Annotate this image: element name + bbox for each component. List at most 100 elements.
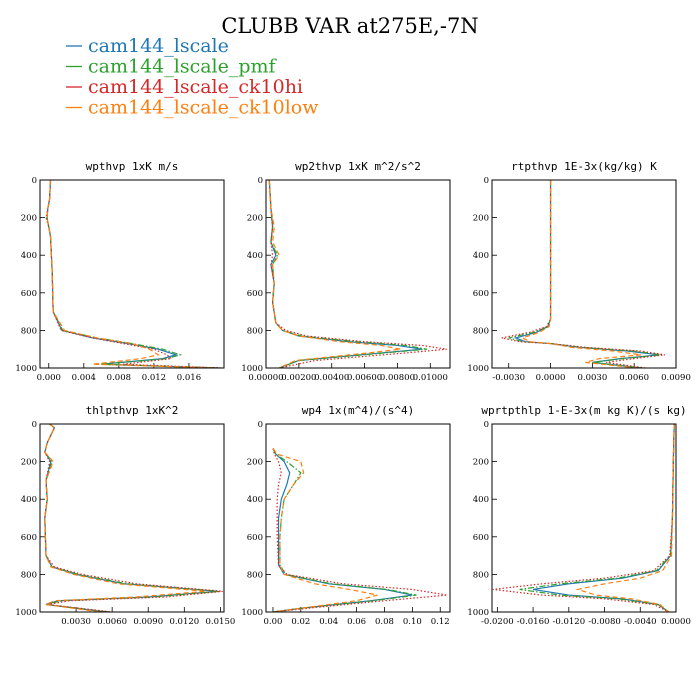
y-tick-label: 600	[473, 289, 489, 299]
y-tick-label: 400	[473, 251, 489, 261]
plot-frame	[265, 179, 451, 369]
series-line	[45, 180, 223, 368]
y-tick-label: 600	[21, 533, 37, 543]
chart-panel: rtpthvp 1E-3x(kg/kg) K 0 200 400 600 800 1000-…	[467, 160, 691, 383]
x-tick-label: -0.0080	[588, 617, 621, 627]
y-tick-label: 200	[21, 458, 37, 468]
series-line	[46, 180, 220, 368]
series-line	[46, 180, 220, 368]
series-line	[501, 180, 665, 368]
y-tick-label: 600	[247, 289, 263, 299]
y-tick-label: 0	[484, 176, 489, 186]
y-tick-label: 200	[473, 214, 489, 224]
x-tick-label: 0.00400	[314, 373, 349, 383]
x-tick-label: 0.02	[291, 617, 310, 627]
x-tick-label: 0.08	[375, 617, 394, 627]
y-tick-label: 800	[247, 570, 263, 580]
series-line	[519, 424, 675, 612]
x-tick-label: 0.012	[142, 373, 166, 383]
x-tick-label: -0.0030	[492, 373, 525, 383]
x-tick-label: 0.0150	[206, 617, 236, 627]
y-tick-label: 600	[21, 289, 37, 299]
legend: cam144_lscalecam144_lscale_pmfcam144_lsc…	[66, 35, 319, 119]
series-line	[272, 448, 378, 612]
series-line	[268, 180, 447, 368]
y-tick-label: 400	[247, 495, 263, 505]
series-line	[43, 424, 207, 612]
figure-title: CLUBB VAR at275E,-7N	[221, 14, 478, 38]
plot-frame	[39, 423, 225, 613]
y-tick-label: 1000	[15, 608, 37, 618]
y-tick-label: 0	[32, 176, 37, 186]
panel-title: rtpthvp 1E-3x(kg/kg) K	[511, 160, 657, 173]
panel-title: wprtpthlp 1-E-3x(m kg K)/(s kg)	[481, 404, 686, 417]
x-tick-label: 0.000	[37, 373, 61, 383]
y-tick-label: 600	[473, 533, 489, 543]
x-tick-label: 0.0030	[577, 373, 607, 383]
x-tick-label: -0.0040	[624, 617, 657, 627]
x-tick-label: 0.004	[72, 373, 96, 383]
y-tick-label: 800	[473, 326, 489, 336]
x-tick-label: 0.0090	[133, 617, 163, 627]
legend-entry: cam144_lscale_ck10hi	[88, 76, 303, 98]
y-tick-label: 400	[21, 495, 37, 505]
panel-title: wp4 1x(m^4)/(s^4)	[302, 404, 415, 417]
series-line	[46, 180, 218, 368]
x-tick-label: 0.00200	[281, 373, 316, 383]
y-tick-label: 1000	[15, 364, 37, 374]
chart-panel: wp2thvp 1xK m^2/s^2020040060080010000.00…	[241, 160, 451, 383]
series-line	[521, 180, 642, 368]
x-tick-label: 0.0000	[661, 617, 691, 627]
y-tick-label: 0	[32, 420, 37, 430]
y-tick-label: 800	[21, 326, 37, 336]
x-tick-label: 0.12	[431, 617, 450, 627]
series-line	[44, 424, 220, 612]
x-tick-label: 0.06	[347, 617, 366, 627]
plot-frame	[491, 179, 677, 369]
chart-panel: thlpthvp 1xK^2 0 200 400 600 800 1000 0.0030 0.0…	[15, 404, 235, 627]
y-tick-label: 0	[258, 420, 263, 430]
x-tick-label: 0.00800	[380, 373, 415, 383]
plot-frame	[491, 423, 677, 613]
x-tick-label: 0.0060	[619, 373, 649, 383]
x-tick-label: 0.0000	[536, 373, 566, 383]
x-tick-label: 0.0090	[661, 373, 691, 383]
legend-entry: cam144_lscale_pmf	[88, 56, 278, 78]
series-line	[513, 180, 660, 368]
y-tick-label: 800	[247, 326, 263, 336]
x-tick-label: 0.008	[107, 373, 131, 383]
x-tick-label: 0.0030	[61, 617, 91, 627]
y-tick-label: 1000	[467, 608, 489, 618]
y-tick-label: 1000	[241, 364, 263, 374]
y-tick-label: 200	[21, 214, 37, 224]
series-line	[575, 424, 675, 612]
y-tick-label: 800	[21, 570, 37, 580]
x-tick-label: 0.0120	[169, 617, 199, 627]
x-tick-label: -0.0120	[553, 617, 586, 627]
plot-frame	[39, 179, 225, 369]
x-tick-label: -0.0200	[481, 617, 514, 627]
x-tick-label: -0.0160	[517, 617, 550, 627]
x-tick-label: 0.01000	[413, 373, 448, 383]
y-tick-label: 200	[247, 214, 263, 224]
x-tick-label: 0.00	[264, 617, 283, 627]
y-tick-label: 400	[473, 495, 489, 505]
y-tick-label: 0	[484, 420, 489, 430]
chart-panel: wprtpthlp 1-E-3x(m kg K)/(s kg) 0 200 400 60…	[467, 404, 691, 627]
x-tick-label: 0.00000	[248, 373, 283, 383]
x-tick-label: 0.00600	[347, 373, 382, 383]
x-tick-label: 0.04	[319, 617, 338, 627]
legend-entry: cam144_lscale_ck10low	[88, 97, 319, 119]
y-tick-label: 800	[473, 570, 489, 580]
y-tick-label: 0	[258, 176, 263, 186]
legend-entry: cam144_lscale	[88, 35, 229, 57]
y-tick-label: 1000	[467, 364, 489, 374]
series-line	[272, 448, 417, 612]
series-line	[492, 424, 675, 612]
x-tick-label: 0.10	[403, 617, 422, 627]
panel-title: wpthvp 1xK m/s	[86, 160, 179, 173]
series-line	[268, 180, 401, 368]
